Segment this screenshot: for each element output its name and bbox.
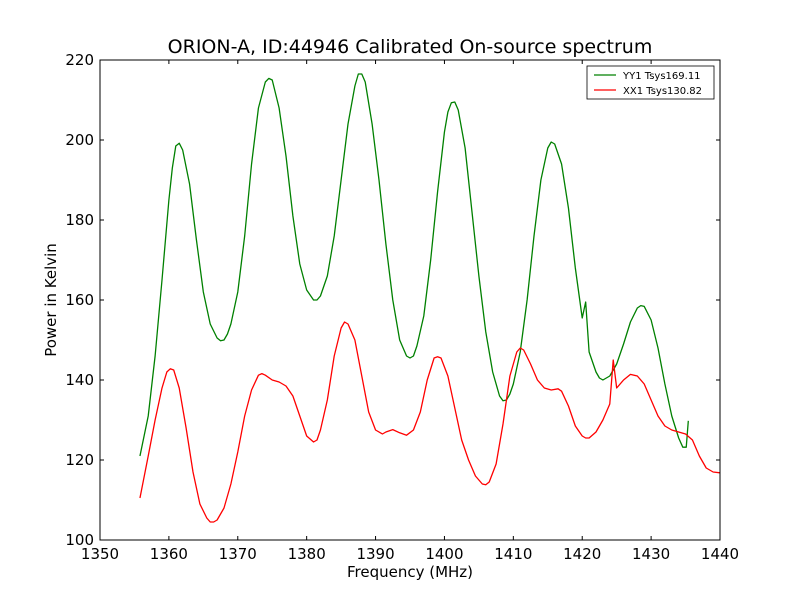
x-tick-label: 1410 xyxy=(494,545,532,563)
axes: 1350 1360 1370 1380 1390 1400 1410 1420 1430 1440… xyxy=(65,51,739,563)
series-line-0 xyxy=(139,73,689,457)
x-tick-label: 1390 xyxy=(356,545,394,563)
y-axis-label: Power in Kelvin xyxy=(42,243,60,357)
x-tick-label: 1420 xyxy=(563,545,601,563)
x-tick-label: 1430 xyxy=(632,545,670,563)
plot-area xyxy=(139,73,720,523)
x-tick-label: 1370 xyxy=(219,545,257,563)
y-tick-label: 220 xyxy=(65,51,94,69)
y-tick-label: 200 xyxy=(65,131,94,149)
legend-box xyxy=(586,65,715,100)
chart-title: ORION-A, ID:44946 Calibrated On-source s… xyxy=(168,36,653,58)
y-tick-label: 180 xyxy=(65,211,94,229)
x-tick-label: 1380 xyxy=(288,545,326,563)
legend-label-1: XX1 Tsys130.82 xyxy=(623,86,702,97)
y-tick-label: 160 xyxy=(65,291,94,309)
x-tick-label: 1400 xyxy=(425,545,463,563)
legend: YY1 Tsys169.11 XX1 Tsys130.82 xyxy=(586,65,715,100)
y-tick-label: 120 xyxy=(65,451,94,469)
legend-label-0: YY1 Tsys169.11 xyxy=(622,71,701,82)
series-line-1 xyxy=(139,321,720,523)
x-tick-label: 1360 xyxy=(150,545,188,563)
x-tick-label: 1440 xyxy=(701,545,739,563)
y-tick-label: 140 xyxy=(65,371,94,389)
x-tick-label: 1350 xyxy=(81,545,119,563)
y-tick-label: 100 xyxy=(65,531,94,549)
x-axis-label: Frequency (MHz) xyxy=(347,563,473,581)
